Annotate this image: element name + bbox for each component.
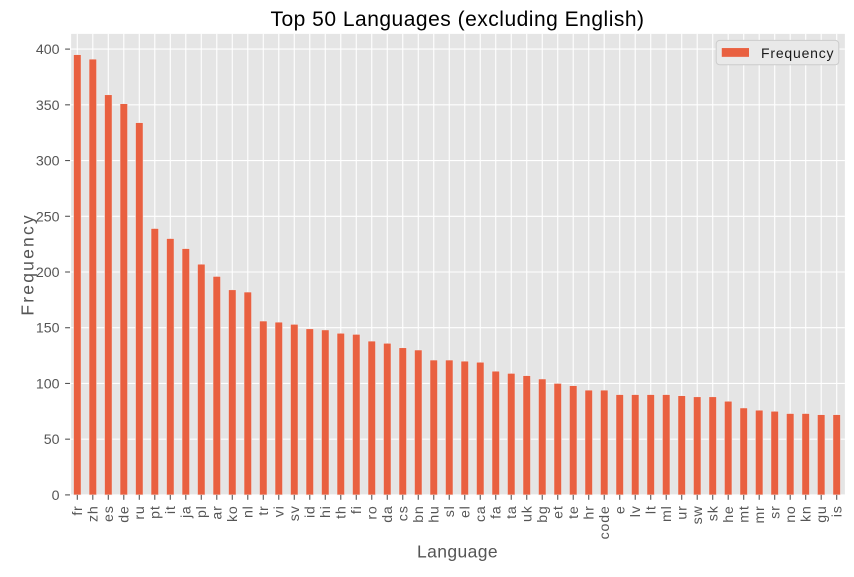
svg-text:100: 100 [36, 376, 60, 392]
svg-text:kn: kn [798, 505, 814, 522]
svg-text:uk: uk [519, 505, 535, 522]
svg-text:200: 200 [36, 265, 60, 281]
svg-text:300: 300 [36, 154, 60, 170]
svg-text:350: 350 [36, 98, 60, 114]
svg-text:pl: pl [194, 505, 210, 518]
svg-text:400: 400 [36, 42, 60, 58]
svg-text:Frequency: Frequency [18, 213, 38, 315]
svg-text:150: 150 [36, 321, 60, 337]
svg-text:lv: lv [628, 505, 644, 517]
svg-text:da: da [380, 505, 396, 522]
svg-text:vi: vi [271, 505, 287, 517]
svg-text:hi: hi [318, 505, 334, 518]
svg-text:mr: mr [752, 505, 768, 523]
svg-text:it: it [163, 505, 179, 514]
svg-text:gu: gu [814, 505, 830, 522]
svg-text:code: code [597, 505, 613, 539]
svg-text:fa: fa [488, 505, 504, 518]
svg-text:ml: ml [659, 505, 675, 522]
svg-text:zh: zh [85, 505, 101, 522]
svg-text:no: no [783, 505, 799, 522]
svg-text:ur: ur [674, 505, 690, 519]
svg-text:Frequency: Frequency [761, 45, 834, 61]
svg-text:sk: sk [705, 505, 721, 521]
svg-text:ro: ro [364, 505, 380, 519]
svg-text:bg: bg [535, 505, 551, 522]
svg-text:sr: sr [767, 505, 783, 518]
svg-text:bn: bn [411, 505, 427, 522]
svg-text:de: de [116, 505, 132, 522]
svg-text:sl: sl [442, 505, 458, 517]
svg-text:ta: ta [504, 505, 520, 518]
svg-text:ja: ja [178, 505, 194, 519]
svg-text:hr: hr [581, 505, 597, 519]
svg-text:nl: nl [240, 505, 256, 518]
svg-text:et: et [550, 505, 566, 518]
svg-text:sv: sv [287, 505, 303, 521]
svg-text:tr: tr [256, 505, 272, 515]
svg-text:250: 250 [36, 209, 60, 225]
svg-text:th: th [333, 505, 349, 518]
svg-text:te: te [566, 505, 582, 518]
svg-text:ca: ca [473, 505, 489, 522]
svg-text:sw: sw [690, 505, 706, 524]
svg-text:ko: ko [225, 505, 241, 522]
svg-text:e: e [612, 505, 628, 514]
svg-text:hu: hu [426, 505, 442, 522]
svg-text:ar: ar [209, 505, 225, 519]
svg-text:Language: Language [417, 542, 498, 562]
svg-text:es: es [101, 505, 117, 522]
svg-text:fr: fr [70, 505, 86, 515]
svg-text:id: id [302, 505, 318, 518]
svg-text:0: 0 [52, 488, 60, 504]
svg-text:ru: ru [132, 505, 148, 519]
svg-text:fi: fi [349, 505, 365, 514]
svg-text:he: he [721, 505, 737, 522]
svg-text:50: 50 [44, 432, 60, 448]
svg-text:is: is [829, 505, 845, 517]
svg-text:mt: mt [736, 505, 752, 522]
svg-text:pt: pt [147, 505, 163, 518]
svg-text:cs: cs [395, 505, 411, 521]
svg-text:lt: lt [643, 505, 659, 514]
svg-text:el: el [457, 505, 473, 518]
svg-text:Top 50 Languages (excluding En: Top 50 Languages (excluding English) [270, 8, 644, 31]
